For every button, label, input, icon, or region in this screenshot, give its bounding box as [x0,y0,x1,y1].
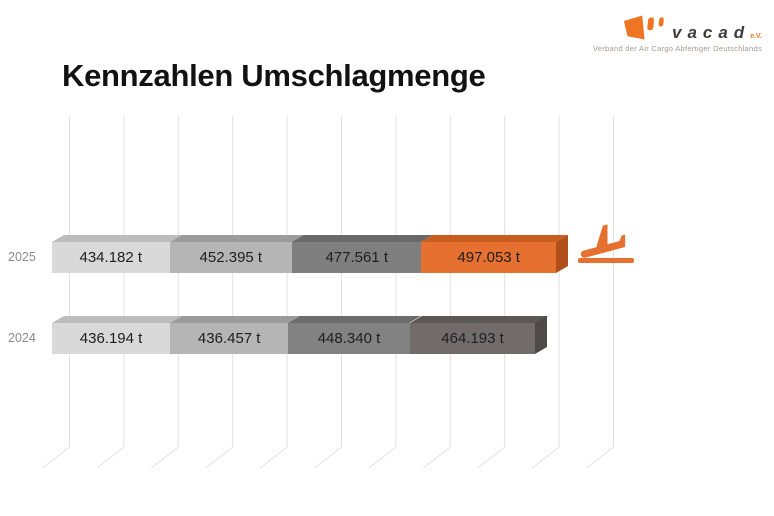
logo-subtitle: Verband der Air Cargo Abfertiger Deutsch… [592,44,762,53]
page-title: Kennzahlen Umschlagmenge [62,58,486,93]
airplane-takeoff-icon [580,224,626,258]
bar-segment-top-bevel [288,316,422,323]
bar-segment-top-bevel [169,235,305,242]
bar-segment: 477.561 t [292,242,422,273]
logo-mark-icon [623,15,664,40]
bar-segment-top-bevel [52,316,183,323]
bar-segment-top-bevel [52,235,182,242]
bar-segment: 497.053 t [421,242,556,273]
bar-segment-top-bevel [170,316,301,323]
airplane-underline [578,258,634,263]
bar-segment: 464.193 t [409,323,536,354]
logo-brand-row: vacad e.V. [586,14,762,41]
bar-side-bevel [535,315,548,354]
logo-brand-suffix: e.V. [750,33,762,40]
category-label: 2024 [8,331,36,345]
logo: vacad e.V. Verband der Air Cargo Abferti… [586,14,762,53]
bar-segment-label: 436.194 t [79,330,143,347]
bar-segment-top-bevel [292,235,434,242]
bar-segment-label: 464.193 t [441,330,504,347]
bar-segment-label: 452.395 t [199,249,263,266]
bar-segment-label: 434.182 t [79,249,143,266]
logo-brand-text: vacad [671,23,751,42]
bar-segment: 434.182 t [52,242,170,273]
bar-segment-label: 436.457 t [197,330,261,347]
bar-segment-label: 497.053 t [457,249,520,266]
bar-segment-top-bevel [409,316,548,323]
bar-segment: 448.340 t [288,323,410,354]
category-label: 2025 [8,250,36,264]
bar-side-bevel [556,234,568,273]
bar-segment-label: 477.561 t [325,249,389,266]
bar-segment: 436.194 t [52,323,171,354]
bar-segment-top-bevel [421,235,568,242]
bar-segment: 452.395 t [169,242,293,273]
bar-segment-label: 448.340 t [317,330,381,347]
bar-segment: 436.457 t [170,323,289,354]
